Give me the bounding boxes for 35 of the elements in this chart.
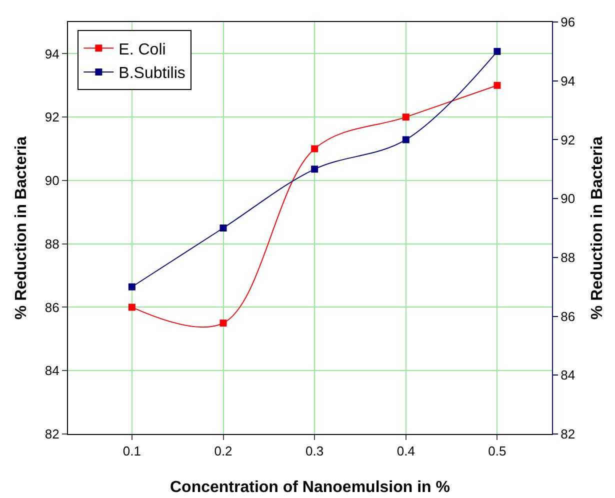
x-tick-label: 0.4 [396,444,415,459]
x-tick-label: 0.2 [214,444,232,459]
legend-label: B.Subtilis [118,65,186,82]
y2-tick-label: 94 [560,73,576,88]
point [220,320,227,327]
y2-tick-label: 86 [560,308,576,324]
y2-tick-label: 96 [560,14,576,30]
y2-tick-label: 84 [560,368,576,383]
y2-tick-label: 88 [560,250,576,265]
point [128,283,136,290]
y2-tick-label: 90 [560,191,576,206]
y-tick-label: 92 [44,110,60,125]
point [402,114,410,121]
point [494,48,501,55]
y-tick-label: 90 [44,173,60,188]
x-tick-label: 0.5 [488,444,506,459]
point [311,166,318,173]
point [220,224,227,232]
y-tick-label: 82 [44,426,60,442]
y2-tick-label: 92 [560,132,576,148]
point [494,82,501,89]
point [311,145,318,152]
y2-tick-label: 82 [560,426,576,442]
y-tick-label: 88 [44,236,60,252]
x-tick-label: 0.1 [122,444,141,459]
y-tick-label: 84 [44,363,60,378]
y-axis-title: % Reduction in Bacteria [13,136,30,320]
legend-label: E. Coli [118,41,166,58]
y2-axis-title: % Reduction in Bacteria [589,136,606,320]
x-axis-title: Concentration of Nanoemulsion in % [170,479,450,496]
x-tick-label: 0.3 [306,444,324,459]
point [128,304,136,311]
point [402,136,410,144]
y-tick-label: 86 [44,300,60,315]
y-tick-label: 94 [44,46,60,62]
